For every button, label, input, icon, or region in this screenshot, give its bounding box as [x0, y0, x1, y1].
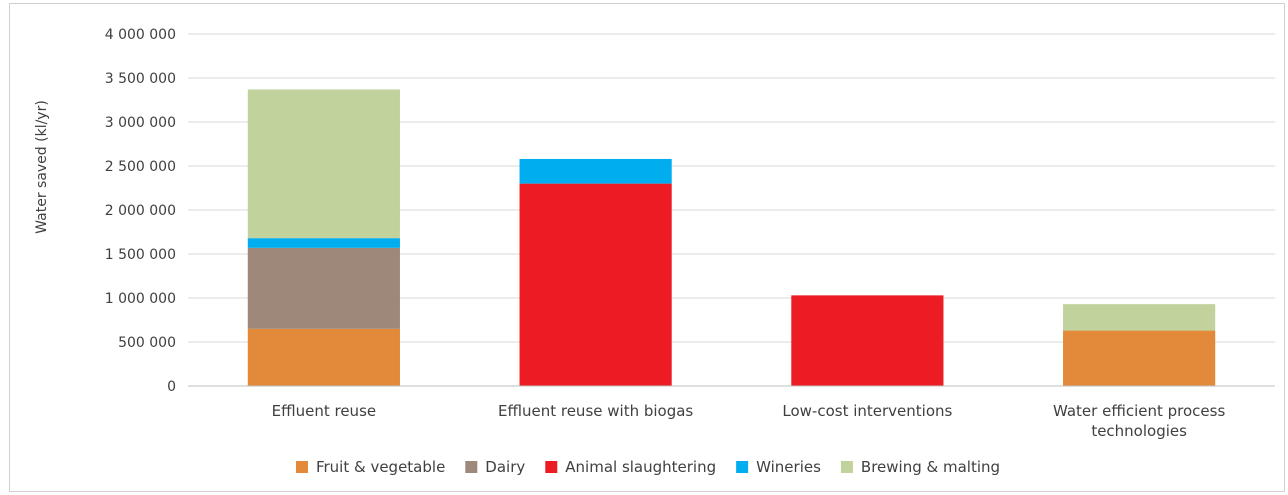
bar-segment	[1063, 330, 1216, 386]
bar-segment	[247, 89, 400, 239]
x-category-label: Water efficient process technologies	[1053, 402, 1225, 440]
bar-segment	[791, 295, 944, 386]
x-category-label: Low-cost interventions	[782, 402, 952, 420]
legend-swatch	[840, 461, 853, 473]
legend-swatch	[465, 461, 478, 473]
y-tick-label: 4 000 000	[105, 27, 176, 43]
y-tick-label: 3 000 000	[105, 115, 176, 131]
legend: Fruit & vegetable Dairy Animal slaughterin…	[295, 458, 1000, 476]
chart-frame: 0 500 000 1 000 000 1 500 000 2 000 000 2 500…	[9, 3, 1285, 492]
y-tick-label: 3 500 000	[105, 71, 176, 87]
bars	[247, 89, 1216, 386]
y-axis-tick-labels: 0 500 000 1 000 000 1 500 000 2 000 000 2 500…	[105, 27, 176, 395]
legend-label: Dairy	[485, 458, 525, 476]
bar-segment	[247, 247, 400, 329]
bar-segment	[519, 183, 672, 386]
x-category-label: Effluent reuse with biogas	[498, 402, 693, 420]
bar-stack	[791, 295, 944, 386]
bar-segment	[247, 328, 400, 386]
y-tick-label: 2 000 000	[105, 203, 176, 219]
legend-swatch	[736, 461, 749, 473]
stacked-bar-chart: 0 500 000 1 000 000 1 500 000 2 000 000 2 500…	[34, 27, 1275, 476]
legend-item: Brewing & malting	[840, 458, 1000, 476]
legend-label: Animal slaughtering	[565, 458, 716, 476]
legend-label: Fruit & vegetable	[316, 458, 445, 476]
y-axis-title: Water saved (kl/yr)	[34, 100, 50, 234]
x-axis-category-labels: Effluent reuse Effluent reuse with biogas…	[272, 402, 1226, 440]
bar-segment	[247, 238, 400, 248]
legend-swatch	[545, 461, 558, 473]
legend-label: Brewing & malting	[861, 458, 1000, 476]
y-tick-label: 1 500 000	[105, 247, 176, 263]
y-tick-label: 0	[167, 379, 176, 395]
legend-item: Fruit & vegetable	[295, 458, 445, 476]
legend-label: Wineries	[756, 458, 821, 476]
y-tick-label: 1 000 000	[105, 291, 176, 307]
bar-stack	[1063, 304, 1216, 386]
legend-item: Wineries	[736, 458, 821, 476]
y-tick-label: 500 000	[118, 335, 176, 351]
bar-segment	[519, 158, 672, 184]
legend-item: Dairy	[465, 458, 525, 476]
bar-stack	[519, 158, 672, 386]
legend-swatch	[295, 461, 308, 473]
bar-stack	[247, 89, 400, 386]
y-tick-label: 2 500 000	[105, 159, 176, 175]
legend-item: Animal slaughtering	[545, 458, 716, 476]
x-category-label: Effluent reuse	[272, 402, 377, 420]
bar-segment	[1063, 304, 1216, 331]
